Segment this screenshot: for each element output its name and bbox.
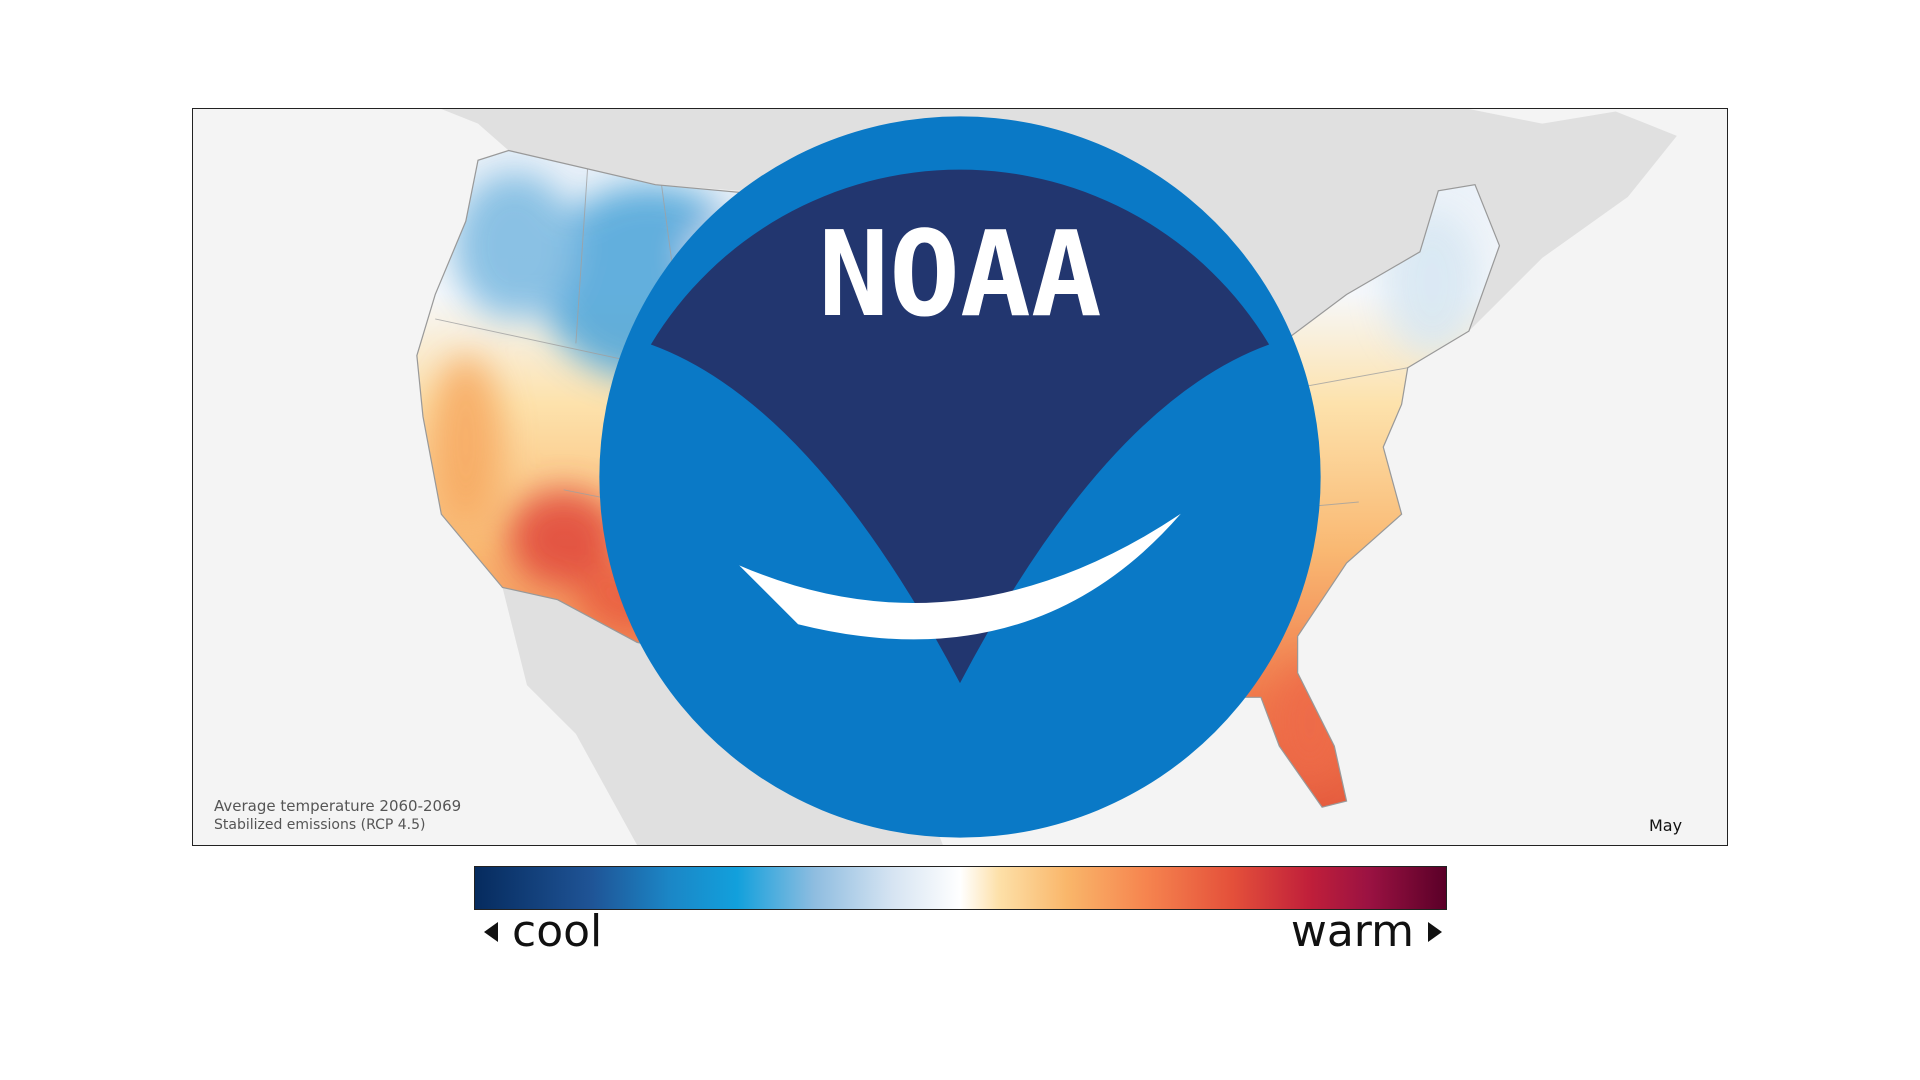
temperature-map: Average temperature 2060-2069 Stabilized… [192, 108, 1728, 846]
cool-label: cool [512, 906, 603, 957]
caption-title: Average temperature 2060-2069 [214, 797, 462, 815]
legend-cool: cool [484, 906, 602, 957]
legend-warm: warm [1291, 906, 1442, 957]
color-scale-bar [474, 866, 1447, 910]
triangle-right-icon [1428, 921, 1442, 942]
triangle-left-icon [484, 921, 498, 942]
canada-landmass [441, 109, 1677, 368]
warm-label: warm [1290, 906, 1414, 957]
caption-subtitle: Stabilized emissions (RCP 4.5) [214, 817, 426, 833]
svg-text:NOAA: NOAA [818, 206, 1102, 343]
noaa-logo: NOAA [599, 116, 1321, 838]
month-label: May [1649, 816, 1683, 835]
